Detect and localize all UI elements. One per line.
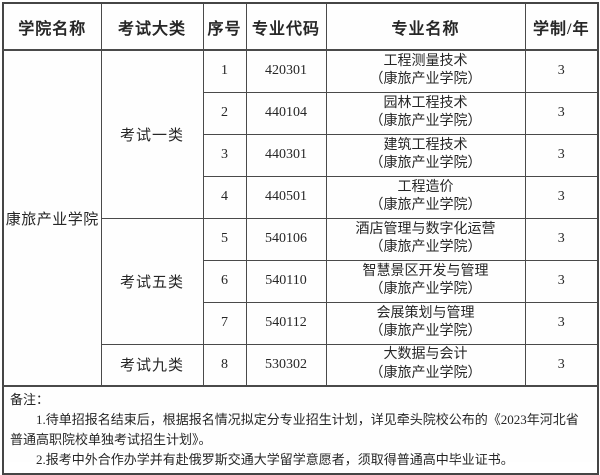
major-campus: （康旅产业学院） bbox=[369, 365, 482, 381]
major-code: 540112 bbox=[245, 301, 327, 345]
seq-number: 8 bbox=[202, 343, 247, 387]
col-header-major-code: 专业代码 bbox=[245, 2, 327, 51]
major-name: 工程造价 （康旅产业学院） bbox=[325, 175, 526, 219]
study-years: 3 bbox=[524, 259, 599, 303]
major-campus: （康旅产业学院） bbox=[369, 114, 482, 129]
note-line-2: 2.报考中外合作办学并有赴俄罗斯交通大学留学意愿者，须取得普通高中毕业证书。 bbox=[36, 452, 514, 468]
col-header-exam-category: 考试大类 bbox=[100, 2, 204, 51]
major-title: 大数据与会计 bbox=[383, 347, 468, 363]
major-campus: （康旅产业学院） bbox=[369, 156, 482, 171]
study-years: 3 bbox=[524, 343, 599, 387]
notes-cell: 备注： 1.待单招报名结束后，根据报名情况拟定分专业招生计划，详见牵头院校公布的… bbox=[2, 385, 599, 475]
major-title: 建筑工程技术 bbox=[383, 137, 468, 153]
major-code: 540106 bbox=[245, 217, 327, 261]
col-header-seq: 序号 bbox=[202, 2, 247, 51]
major-code: 440501 bbox=[245, 175, 327, 219]
major-code: 420301 bbox=[245, 49, 327, 93]
study-years: 3 bbox=[524, 91, 599, 135]
major-name: 会展策划与管理 （康旅产业学院） bbox=[325, 301, 526, 345]
major-name: 智慧景区开发与管理 （康旅产业学院） bbox=[325, 259, 526, 303]
col-header-years: 学制/年 bbox=[524, 2, 599, 51]
major-campus: （康旅产业学院） bbox=[369, 324, 482, 339]
major-campus: （康旅产业学院） bbox=[369, 240, 482, 255]
major-code: 440104 bbox=[245, 91, 327, 135]
seq-number: 4 bbox=[202, 175, 247, 219]
study-years: 3 bbox=[524, 175, 599, 219]
col-header-college: 学院名称 bbox=[2, 2, 102, 51]
major-title: 酒店管理与数字化运营 bbox=[355, 221, 496, 237]
major-title: 智慧景区开发与管理 bbox=[362, 263, 489, 279]
header-row: 学院名称 考试大类 序号 专业代码 专业名称 学制/年 bbox=[2, 2, 599, 51]
major-name: 酒店管理与数字化运营 （康旅产业学院） bbox=[325, 217, 526, 261]
exam-category: 考试五类 bbox=[100, 217, 204, 345]
major-campus: （康旅产业学院） bbox=[369, 282, 482, 297]
study-years: 3 bbox=[524, 49, 599, 93]
study-years: 3 bbox=[524, 217, 599, 261]
table-body: 康旅产业学院 考试一类 1 420301 工程测量技术 （康旅产业学院） 3 2 440104 园… bbox=[2, 49, 599, 387]
major-code: 530302 bbox=[245, 343, 327, 387]
notes-row: 备注： 1.待单招报名结束后，根据报名情况拟定分专业招生计划，详见牵头院校公布的… bbox=[2, 385, 599, 475]
exam-category: 考试九类 bbox=[100, 343, 204, 387]
table-row: 康旅产业学院 考试一类 1 420301 工程测量技术 （康旅产业学院） 3 bbox=[2, 49, 599, 387]
major-name: 园林工程技术 （康旅产业学院） bbox=[325, 91, 526, 135]
major-name: 建筑工程技术 （康旅产业学院） bbox=[325, 133, 526, 177]
major-campus: （康旅产业学院） bbox=[369, 72, 482, 88]
major-title: 工程测量技术 bbox=[383, 53, 468, 69]
study-years: 3 bbox=[524, 301, 599, 345]
seq-number: 5 bbox=[202, 217, 247, 261]
major-name: 工程测量技术 （康旅产业学院） bbox=[325, 49, 526, 93]
major-code: 540110 bbox=[245, 259, 327, 303]
college-name: 康旅产业学院 bbox=[2, 49, 102, 387]
seq-number: 7 bbox=[202, 301, 247, 345]
seq-number: 2 bbox=[202, 91, 247, 135]
table-row: 2 440104 园林工程技术 （康旅产业学院） 3 bbox=[3, 91, 599, 135]
study-years: 3 bbox=[524, 133, 599, 177]
major-title: 工程造价 bbox=[397, 179, 454, 195]
table-row: 3 440301 建筑工程技术 （康旅产业学院） 3 bbox=[3, 133, 599, 177]
col-header-major-name: 专业名称 bbox=[325, 2, 526, 51]
seq-number: 6 bbox=[202, 259, 247, 303]
table-row: 考试五类 5 540106 酒店管理与数字化运营 （康旅产业学院） 3 bbox=[3, 217, 599, 345]
major-title: 园林工程技术 bbox=[383, 95, 468, 111]
seq-number: 1 bbox=[202, 49, 247, 93]
exam-category: 考试一类 bbox=[100, 49, 204, 219]
seq-number: 3 bbox=[202, 133, 247, 177]
table-row: 4 440501 工程造价 （康旅产业学院） 3 bbox=[3, 175, 599, 219]
major-campus: （康旅产业学院） bbox=[369, 198, 482, 213]
notes-title: 备注： bbox=[10, 392, 50, 407]
major-name: 大数据与会计 （康旅产业学院） bbox=[325, 343, 526, 387]
major-code: 440301 bbox=[245, 133, 327, 177]
note-line-1: 1.待单招报名结束后，根据报名情况拟定分专业招生计划，详见牵头院校公布的《202… bbox=[10, 412, 579, 448]
major-title: 会展策划与管理 bbox=[376, 305, 475, 321]
